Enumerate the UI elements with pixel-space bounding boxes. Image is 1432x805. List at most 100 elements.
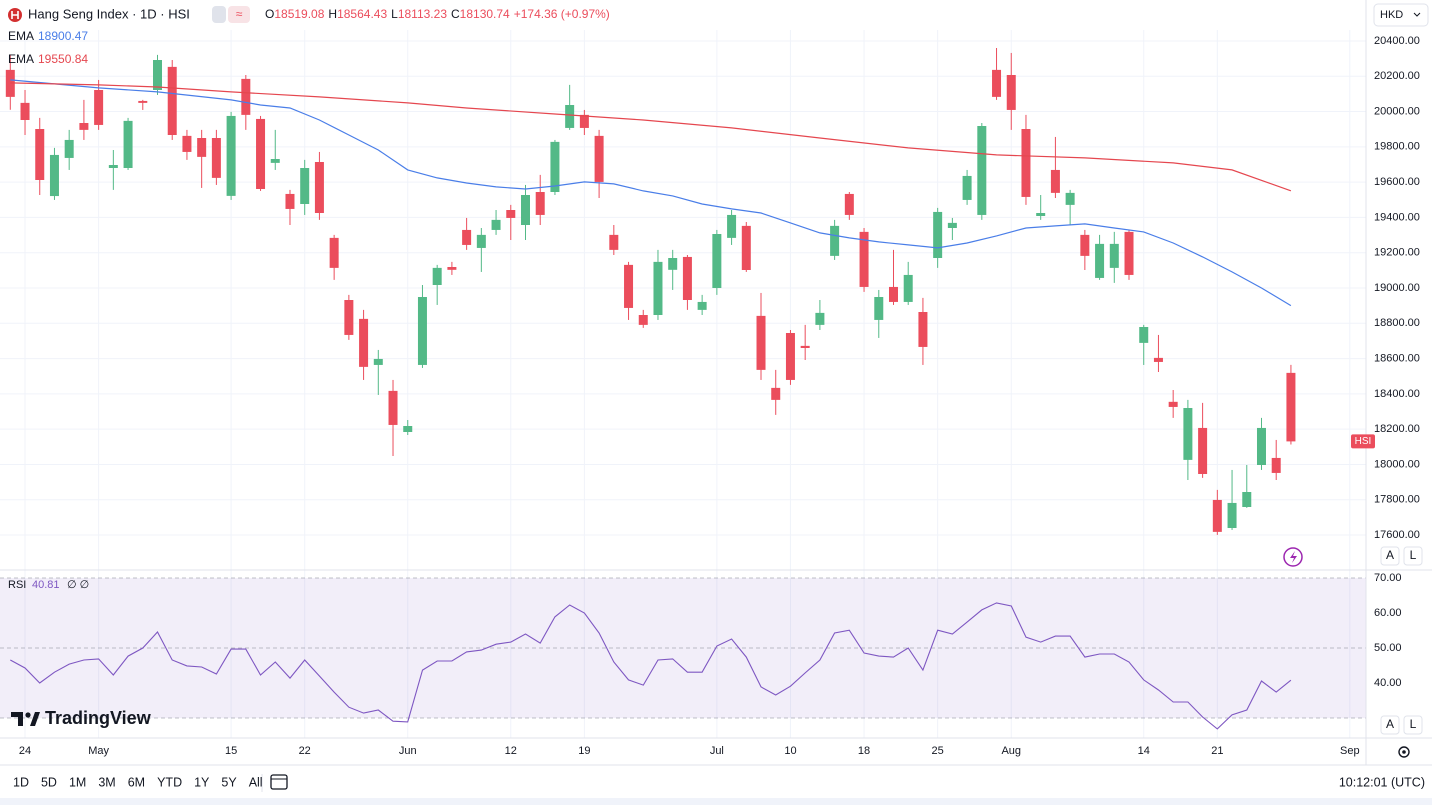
price-tag-label: HSI: [1355, 436, 1372, 447]
candle-body: [388, 390, 398, 425]
range-button[interactable]: 1D: [13, 775, 29, 789]
alert-glyph: [1290, 551, 1297, 563]
candle-body: [933, 211, 943, 258]
y-tick-label: 60.00: [1374, 607, 1402, 619]
ohlc-value: 18130.74: [460, 7, 510, 21]
candle-body: [1242, 492, 1252, 507]
candle-body: [947, 222, 957, 228]
candle-body: [903, 274, 913, 302]
ema-line: [10, 82, 1292, 192]
x-tick-label: 19: [578, 745, 590, 757]
candle-body: [506, 210, 516, 218]
candle-body: [373, 358, 383, 365]
scale-button[interactable]: [1380, 546, 1400, 566]
range-button[interactable]: YTD: [157, 775, 182, 789]
candle-body: [447, 267, 457, 270]
y-tick-label: 40.00: [1374, 677, 1402, 689]
candle-body: [682, 256, 692, 300]
candle-body: [697, 301, 707, 310]
candle-body: [1227, 502, 1237, 528]
candle-body: [49, 154, 59, 197]
candle-body: [211, 138, 221, 178]
plot: [5, 48, 1296, 730]
currency-label: HKD: [1380, 9, 1403, 21]
chart-title: Hang Seng Index · 1D · HSI: [28, 6, 190, 21]
candle-body: [859, 231, 869, 287]
change-value: +174.36 (+0.97%): [514, 7, 610, 21]
scale-button-label: L: [1410, 548, 1417, 562]
candle-body: [20, 102, 30, 120]
candle-body: [668, 258, 678, 270]
candle-body: [344, 300, 354, 335]
candle-body: [712, 234, 722, 288]
candle-body: [256, 118, 266, 189]
range-button[interactable]: All: [249, 775, 263, 789]
candle-body: [270, 159, 280, 163]
ohlc-value: 18564.43: [337, 7, 387, 21]
x-tick-label: Aug: [1001, 745, 1021, 757]
compare-button[interactable]: [228, 6, 250, 23]
currency-button[interactable]: [1373, 3, 1429, 27]
candle-body: [638, 315, 648, 325]
y-tick-label: 19600.00: [1374, 176, 1420, 188]
candle-body: [1168, 401, 1178, 407]
candle-body: [874, 297, 884, 320]
y-tick-label: 70.00: [1374, 572, 1402, 584]
y-tick-label: 50.00: [1374, 642, 1402, 654]
logo-text: TradingView: [45, 708, 152, 728]
scale-button[interactable]: [1380, 715, 1400, 735]
calendar-icon[interactable]: [270, 774, 288, 790]
price-tag: [1351, 434, 1375, 449]
range-button[interactable]: 1Y: [194, 775, 210, 789]
scale-button[interactable]: [1403, 546, 1423, 566]
candle-body: [1124, 231, 1134, 275]
y-tick-label: 20200.00: [1374, 70, 1420, 82]
candle-body: [1021, 129, 1031, 197]
candle-body: [579, 114, 589, 128]
candle-body: [535, 192, 545, 215]
alert-icon[interactable]: [1283, 547, 1303, 567]
x-tick-label: 21: [1211, 745, 1223, 757]
candle-body: [888, 286, 898, 302]
range-button[interactable]: 3M: [98, 775, 115, 789]
scale-button[interactable]: [1403, 715, 1423, 735]
candle-body: [1109, 243, 1119, 268]
candle-body: [285, 193, 295, 209]
settings-dot: [1402, 750, 1406, 754]
ohlc-label: C: [451, 7, 460, 21]
ohlc-label: H: [328, 7, 337, 21]
range-button[interactable]: 1M: [69, 775, 86, 789]
candle-body: [64, 139, 74, 158]
ohlc-value: 18113.23: [398, 7, 447, 21]
logo: TradingView: [11, 708, 152, 728]
x-tick-label: 24: [19, 745, 31, 757]
candle-body: [653, 261, 663, 315]
settings-icon[interactable]: [1398, 746, 1410, 758]
candle-body: [1095, 243, 1105, 278]
candle-body: [123, 120, 133, 168]
indicator-button[interactable]: [212, 6, 226, 23]
rsi-line: [10, 602, 1292, 730]
candle-body: [182, 135, 192, 152]
candle-body: [756, 315, 766, 370]
candle-body: [1153, 357, 1163, 362]
x-tick-label: 12: [505, 745, 517, 757]
grid: [0, 30, 1366, 738]
y-tick-label: 18000.00: [1374, 458, 1420, 470]
logo-mark: [11, 712, 23, 726]
candle-body: [830, 225, 840, 256]
candle-body: [417, 297, 427, 365]
range-button[interactable]: 5D: [41, 775, 57, 789]
x-tick-label: 15: [225, 745, 237, 757]
range-button[interactable]: 6M: [128, 775, 145, 789]
candle-body: [727, 214, 737, 238]
range-button[interactable]: 5Y: [221, 775, 237, 789]
x-tick-label: 25: [932, 745, 944, 757]
logo-dot: [25, 712, 31, 718]
scale-button-label: L: [1410, 717, 1417, 731]
candle-body: [785, 333, 795, 380]
logo-mark: [30, 712, 40, 726]
